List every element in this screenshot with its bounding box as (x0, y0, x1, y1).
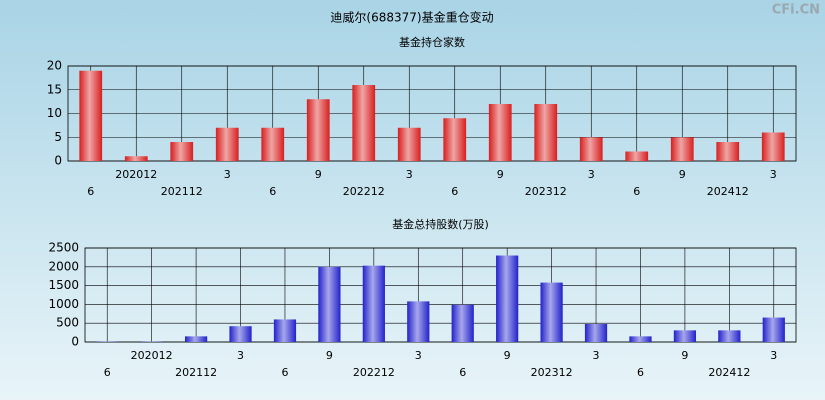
x-tick-label: 3 (593, 349, 600, 362)
x-tick-label: 9 (315, 168, 322, 181)
y-tick-label: 20 (47, 59, 62, 73)
bar (407, 301, 430, 342)
y-tick-label: 2500 (48, 241, 79, 255)
x-tick-label: 3 (406, 168, 413, 181)
bar (579, 137, 603, 161)
y-tick-label: 0 (71, 335, 79, 349)
bar (540, 282, 563, 342)
x-tick-label: 6 (451, 185, 458, 198)
bar (673, 330, 697, 342)
x-tick-label: 3 (237, 349, 244, 362)
watermark: CFi.CN (772, 3, 820, 18)
x-tick-label: 6 (281, 366, 288, 379)
y-tick-label: 10 (47, 106, 62, 120)
y-tick-label: 1500 (48, 278, 79, 292)
bar (716, 142, 740, 161)
y-tick-label: 0 (54, 154, 62, 168)
x-tick-label: 6 (104, 366, 111, 379)
bar (625, 151, 649, 161)
x-tick-label: 6 (459, 366, 466, 379)
x-tick-label: 9 (681, 349, 688, 362)
x-tick-label: 9 (679, 168, 686, 181)
x-tick-label: 202012 (115, 168, 157, 181)
bar (534, 104, 558, 161)
x-tick-label: 202112 (161, 185, 203, 198)
x-tick-label: 202212 (343, 185, 385, 198)
x-tick-label: 3 (770, 168, 777, 181)
bar (451, 304, 474, 342)
bar (362, 265, 385, 342)
y-tick-label: 500 (56, 316, 79, 330)
x-tick-label: 202312 (525, 185, 567, 198)
x-tick-label: 3 (770, 349, 777, 362)
bar (261, 127, 285, 161)
bar (488, 104, 512, 161)
y-tick-label: 15 (47, 82, 62, 96)
bar (397, 127, 421, 161)
y-tick-label: 5 (54, 130, 62, 144)
x-tick-label: 202112 (175, 366, 217, 379)
bar (670, 137, 694, 161)
bar (318, 266, 341, 342)
x-tick-label: 6 (633, 185, 640, 198)
bar (170, 142, 194, 161)
x-tick-label: 202412 (708, 366, 750, 379)
x-tick-label: 202012 (131, 349, 173, 362)
x-tick-label: 3 (588, 168, 595, 181)
bar (496, 255, 519, 342)
bar (718, 330, 741, 342)
subplot-title: 基金持仓家数 (399, 35, 465, 49)
x-tick-label: 6 (269, 185, 276, 198)
bar (184, 336, 208, 342)
bar (352, 85, 376, 161)
x-tick-label: 6 (87, 185, 94, 198)
bar (229, 326, 252, 342)
bar (306, 99, 330, 161)
x-tick-label: 6 (637, 366, 644, 379)
y-tick-label: 1000 (48, 297, 79, 311)
bar (762, 317, 785, 342)
x-tick-label: 9 (326, 349, 333, 362)
x-tick-label: 202212 (353, 366, 395, 379)
bar (761, 132, 785, 161)
bar (443, 118, 467, 161)
subplot-title: 基金总持股数(万股) (392, 217, 489, 231)
bar (124, 156, 148, 161)
x-tick-label: 9 (497, 168, 504, 181)
chart-title: 迪威尔(688377)基金重仓变动 (330, 10, 493, 25)
y-tick-label: 2000 (48, 259, 79, 273)
x-tick-label: 202312 (531, 366, 573, 379)
x-tick-label: 3 (415, 349, 422, 362)
x-tick-label: 9 (504, 349, 511, 362)
bar (629, 336, 652, 342)
bar (584, 323, 608, 342)
bar (79, 70, 103, 161)
x-tick-label: 202412 (707, 185, 749, 198)
bar (273, 319, 297, 342)
x-tick-label: 3 (224, 168, 231, 181)
bar (215, 127, 239, 161)
